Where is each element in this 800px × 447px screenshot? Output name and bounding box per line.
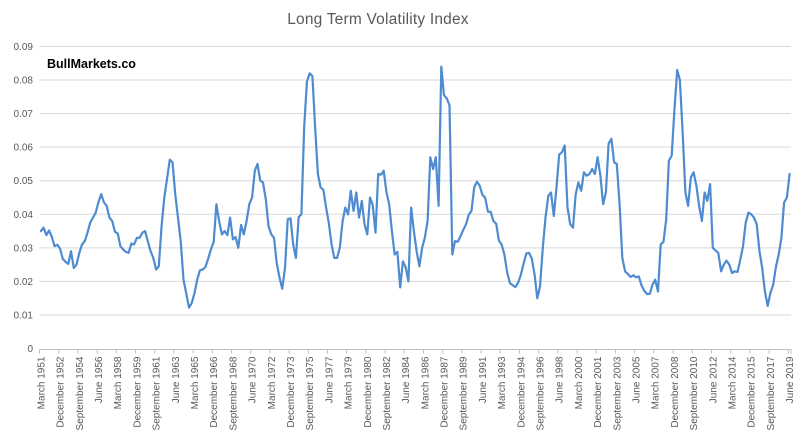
x-axis-tick-label: March 2014 (728, 356, 739, 409)
volatility-index-line (39, 65, 791, 309)
x-axis-tick-label: September 1989 (459, 356, 470, 430)
y-axis-tick-label: 0.03 (14, 243, 34, 254)
x-axis-tick-label: March 1972 (267, 356, 278, 409)
x-axis-tick-label: December 2015 (747, 356, 758, 428)
y-axis-tick-label: 0.01 (14, 310, 34, 321)
x-axis-tick-label: June 1984 (401, 356, 412, 403)
watermark-bullmarkets: BullMarkets.co (47, 57, 136, 71)
x-axis-tick-label: June 2005 (632, 356, 643, 403)
y-axis-tick-label: 0 (27, 344, 33, 355)
x-axis-tick-label: June 2012 (708, 356, 719, 403)
x-axis-tick-label: June 1998 (555, 356, 566, 403)
x-axis-tick-label: December 1973 (286, 356, 297, 428)
x-axis-tick-label: March 1993 (497, 356, 508, 409)
x-axis-tick-label: March 1965 (190, 356, 201, 409)
x-axis-tick-label: December 1966 (209, 356, 220, 428)
y-axis-tick-label: 0.08 (14, 76, 34, 87)
x-axis-tick-label: December 2008 (670, 356, 681, 428)
x-axis-tick-label: September 1996 (536, 356, 547, 430)
x-axis-tick-label: December 1994 (516, 356, 527, 428)
x-axis-tick-label: March 1958 (113, 356, 124, 409)
x-axis-tick-label: March 2007 (651, 356, 662, 409)
x-axis-tick-label: June 1963 (171, 356, 182, 403)
x-axis-tick-label: March 1979 (344, 356, 355, 409)
x-axis-tick-label: December 2001 (593, 356, 604, 428)
x-axis-tick-label: December 1959 (132, 356, 143, 428)
y-axis-tick-label: 0.09 (14, 42, 34, 53)
x-axis-tick-label: June 2019 (785, 356, 796, 403)
y-axis-tick-label: 0.07 (14, 109, 34, 120)
x-axis-tick-label: September 1975 (305, 356, 316, 430)
y-axis-tick-label: 0.06 (14, 143, 34, 154)
x-axis-tick-label: June 1970 (248, 356, 259, 403)
x-axis-tick-label: June 1977 (324, 356, 335, 403)
x-axis-tick-label: September 2010 (689, 356, 700, 430)
x-axis-tick-label: June 1956 (94, 356, 105, 403)
x-axis-tick-label: September 1982 (382, 356, 393, 430)
x-axis-tick-label: December 1980 (363, 356, 374, 428)
y-axis-tick-label: 0.05 (14, 176, 34, 187)
x-axis-tick-label: September 1961 (152, 356, 163, 430)
x-axis-tick-label: September 1968 (228, 356, 239, 430)
x-axis-tick-label: September 2003 (612, 356, 623, 430)
x-axis-tick-label: March 1951 (36, 356, 47, 409)
x-axis-tick-label: December 1952 (56, 356, 67, 428)
chart-title: Long Term Volatility Index (287, 11, 469, 28)
y-axis-tick-label: 0.04 (14, 210, 34, 221)
y-axis-tick-label: 0.02 (14, 277, 34, 288)
x-axis-tick-label: September 1954 (75, 356, 86, 430)
x-axis-tick-label: December 1987 (440, 356, 451, 428)
x-axis-tick-label: March 2000 (574, 356, 585, 409)
x-axis-tick-label: March 1986 (420, 356, 431, 409)
x-axis-tick-label: June 1991 (478, 356, 489, 403)
x-axis-tick-label: September 2017 (766, 356, 777, 430)
